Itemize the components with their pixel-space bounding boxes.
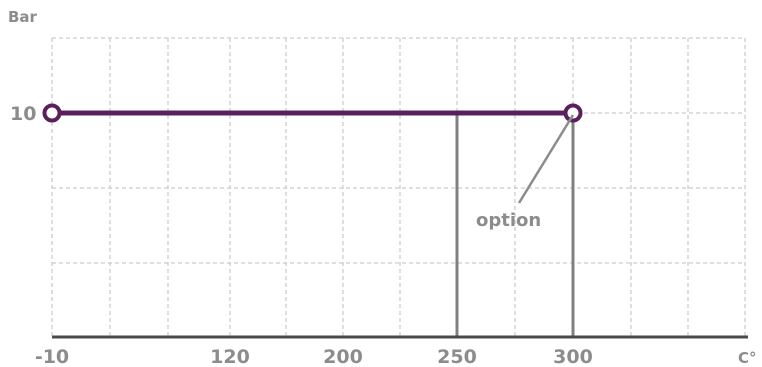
- y-axis-label: Bar: [8, 8, 38, 26]
- grid: [51, 37, 746, 337]
- series-point: [563, 103, 583, 123]
- vertical-markers: [455, 113, 575, 337]
- x-tick-label: -10: [35, 346, 69, 367]
- y-tick-label: 10: [10, 103, 36, 125]
- x-tick-label: 200: [323, 346, 363, 367]
- series: [42, 103, 583, 123]
- annotation-leader-line: [517, 114, 575, 204]
- x-tick-label: 250: [437, 346, 477, 367]
- x-axis-label: C°: [738, 349, 757, 367]
- series-point: [42, 103, 62, 123]
- annotation-label: option: [476, 210, 541, 231]
- x-tick-label: 300: [553, 346, 593, 367]
- x-tick-labels: -10 120 200 250 300: [35, 346, 593, 367]
- x-tick-label: 120: [210, 346, 250, 367]
- y-tick-labels: 10: [10, 103, 36, 125]
